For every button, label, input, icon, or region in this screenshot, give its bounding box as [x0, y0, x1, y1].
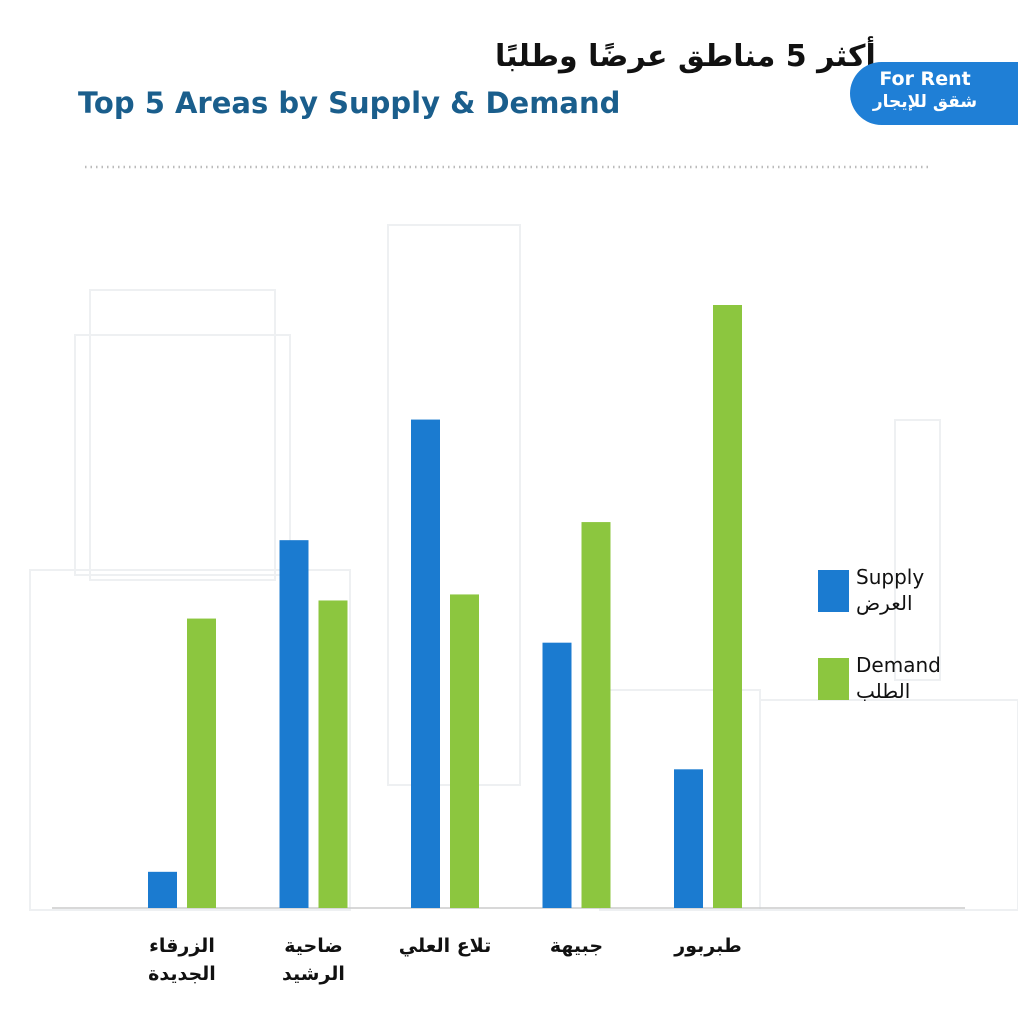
- x-tick-label: تلاع العلي: [398, 935, 492, 957]
- bar: [187, 618, 216, 908]
- bar: [148, 871, 177, 908]
- bar: [713, 305, 742, 908]
- bar: [318, 600, 348, 908]
- bar: [581, 522, 611, 908]
- chart-subtitle: Top 5 Areas by Supply & Demand: [78, 86, 620, 120]
- x-tick-label: طبربور: [674, 935, 742, 957]
- badge: For Rent شقق للإيجار: [850, 62, 1018, 125]
- bar: [450, 594, 479, 908]
- badge-text: شقق للإيجار: [872, 92, 978, 112]
- legend-label: Demand الطلب: [856, 653, 941, 703]
- bar: [542, 642, 572, 908]
- bar: [674, 769, 703, 908]
- bar: [411, 419, 440, 908]
- x-tick-label: ضاحية الرشيد: [282, 935, 345, 985]
- bar: [279, 540, 309, 908]
- badge-text: For Rent: [879, 68, 971, 90]
- legend-swatch: [818, 570, 849, 612]
- chart-title: أكثر 5 مناطق عرضًا وطلبًا: [495, 36, 876, 74]
- background-art: [29, 224, 1018, 911]
- legend-label: Supply العرض: [856, 565, 925, 615]
- x-tick-label: الزرقاء الجديدة: [148, 935, 216, 985]
- x-tick-label: جبيهة: [549, 935, 604, 957]
- legend-swatch: [818, 658, 849, 700]
